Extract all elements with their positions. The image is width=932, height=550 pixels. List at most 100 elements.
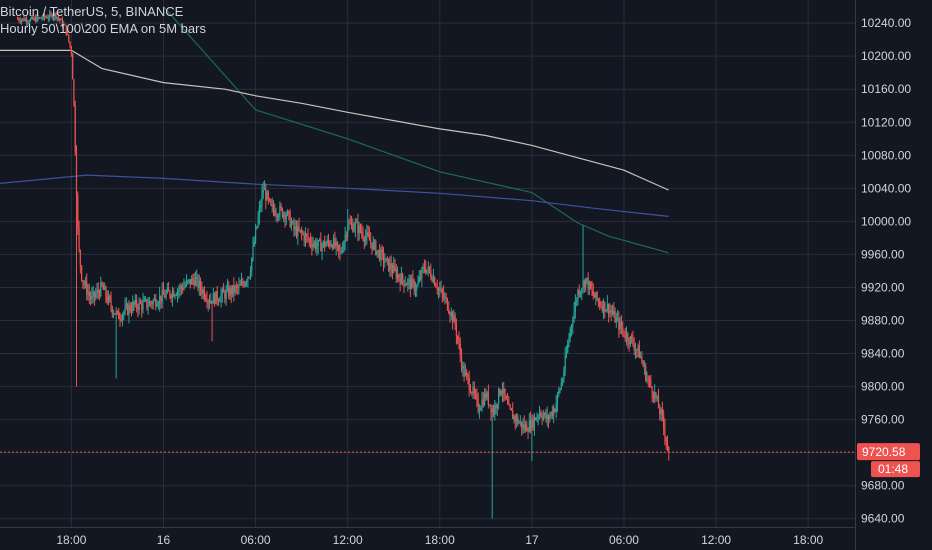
time-axis-background: [0, 527, 855, 550]
candle: [518, 419, 520, 425]
candle: [390, 255, 392, 277]
candle: [132, 295, 134, 314]
candle: [322, 240, 324, 249]
candle: [88, 283, 90, 304]
candle: [136, 294, 138, 313]
candle: [434, 276, 436, 287]
candle: [215, 290, 217, 305]
candle: [585, 277, 587, 293]
candle: [269, 197, 271, 203]
candle: [301, 226, 303, 241]
candle: [450, 307, 452, 321]
candle: [372, 236, 374, 251]
time-axis[interactable]: 18:00 16 06:00 12:00 18:00 17 06:00 12:00 18:00: [0, 527, 855, 550]
candle: [638, 340, 640, 359]
indicator-title[interactable]: Hourly 50\100\200 EMA on 5M bars: [0, 21, 206, 36]
candle: [492, 404, 495, 418]
candle: [550, 411, 552, 419]
candle: [173, 288, 175, 298]
candle: [196, 269, 198, 287]
candle: [386, 255, 388, 266]
candle: [312, 236, 314, 251]
candle: [613, 302, 615, 318]
last-price-badge: [857, 443, 920, 461]
candle: [364, 229, 367, 247]
candle: [257, 210, 259, 229]
candle: [436, 279, 438, 295]
candle: [440, 280, 442, 293]
candle: [155, 294, 157, 311]
candle: [579, 290, 582, 298]
candle: [576, 297, 578, 307]
candle: [244, 280, 246, 288]
candle: [526, 420, 528, 432]
candle: [275, 207, 277, 222]
candle: [666, 435, 669, 452]
candle: [356, 218, 358, 224]
candle: [102, 282, 104, 291]
candle: [143, 295, 145, 303]
candle: [381, 244, 383, 260]
candle: [427, 261, 429, 277]
candle: [367, 225, 369, 238]
candle: [591, 280, 593, 296]
candle: [234, 284, 236, 296]
candle: [63, 20, 65, 27]
candle: [417, 275, 419, 287]
candle: [189, 279, 191, 289]
candle: [435, 282, 437, 288]
candle: [542, 409, 544, 422]
candle: [95, 288, 97, 301]
candle: [610, 305, 612, 322]
candle: [271, 197, 273, 213]
symbol-title[interactable]: Bitcoin / TetherUS, 5, BINANCE: [0, 4, 184, 19]
candle: [477, 392, 479, 414]
candle: [494, 399, 496, 421]
candle: [191, 275, 193, 285]
candle: [243, 280, 245, 289]
candle: [230, 285, 232, 303]
candle: [238, 277, 240, 295]
candle: [657, 388, 660, 409]
candle: [629, 335, 631, 347]
candle: [70, 45, 72, 57]
candle: [540, 409, 542, 418]
candle: [654, 384, 656, 404]
candle: [182, 282, 184, 294]
candle: [45, 15, 47, 19]
candle: [347, 208, 349, 241]
candle: [538, 405, 541, 421]
candle: [641, 351, 643, 365]
candle: [166, 282, 168, 295]
ema-line: [0, 174, 669, 217]
candle: [377, 249, 379, 259]
candle: [115, 307, 117, 379]
candle: [643, 360, 646, 375]
candle: [608, 303, 610, 323]
candle: [178, 284, 180, 299]
candle: [600, 301, 602, 309]
candle: [51, 13, 53, 20]
ema-line: [0, 49, 669, 191]
candle: [224, 289, 226, 304]
time-tick-label: 12:00: [333, 533, 363, 547]
candle: [116, 310, 119, 315]
candle: [69, 41, 71, 49]
candle: [222, 282, 225, 293]
candle: [133, 300, 135, 311]
candle: [210, 293, 212, 305]
candle: [97, 282, 99, 300]
candle: [422, 263, 424, 274]
candle: [229, 284, 231, 301]
candle: [354, 218, 356, 238]
candle: [362, 226, 364, 242]
candle: [86, 273, 88, 301]
candle: [272, 200, 275, 217]
candle: [491, 405, 493, 519]
candle: [523, 415, 525, 434]
candle: [120, 314, 122, 323]
candle: [306, 232, 308, 244]
price-badges: 9720.58 01:48: [857, 443, 920, 478]
candle: [320, 232, 322, 252]
